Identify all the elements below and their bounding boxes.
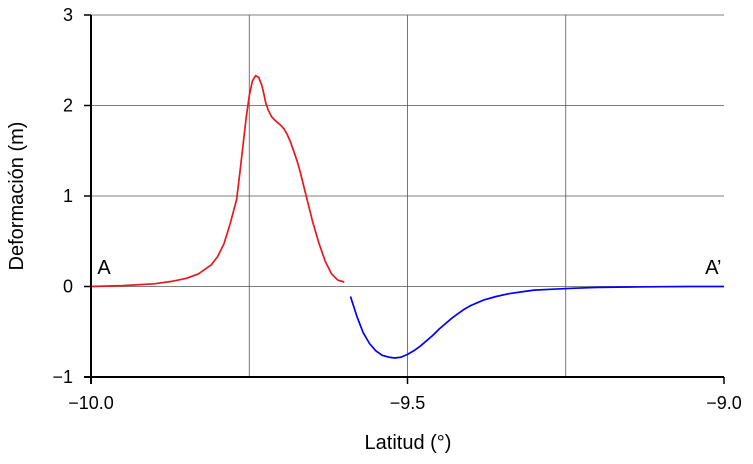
x-tick-label: −9.5 <box>390 393 426 413</box>
annotation-label: A <box>97 257 111 279</box>
series-line-1 <box>90 74 345 288</box>
y-tick-label: −1 <box>52 367 73 387</box>
y-tick-label: 1 <box>63 186 73 206</box>
x-tick-label: −9.0 <box>706 393 742 413</box>
annotation-label: A’ <box>705 257 721 279</box>
y-tick-label: 2 <box>63 96 73 116</box>
grid <box>91 14 724 377</box>
y-tick-label: 3 <box>63 5 73 25</box>
y-tick-label: 0 <box>63 277 73 297</box>
series-layer <box>90 74 724 359</box>
y-axis-label: Deformación (m) <box>6 122 28 271</box>
plot-frame <box>84 15 724 384</box>
x-tick-label: −10.0 <box>68 393 114 413</box>
ticks: −1 0 1 2 3 −10.0 −9.5 −9.0 <box>52 5 741 413</box>
series-line-2 <box>349 285 724 359</box>
annotations: A A’ <box>97 257 721 279</box>
x-axis-label: Latitud (°) <box>365 432 452 454</box>
